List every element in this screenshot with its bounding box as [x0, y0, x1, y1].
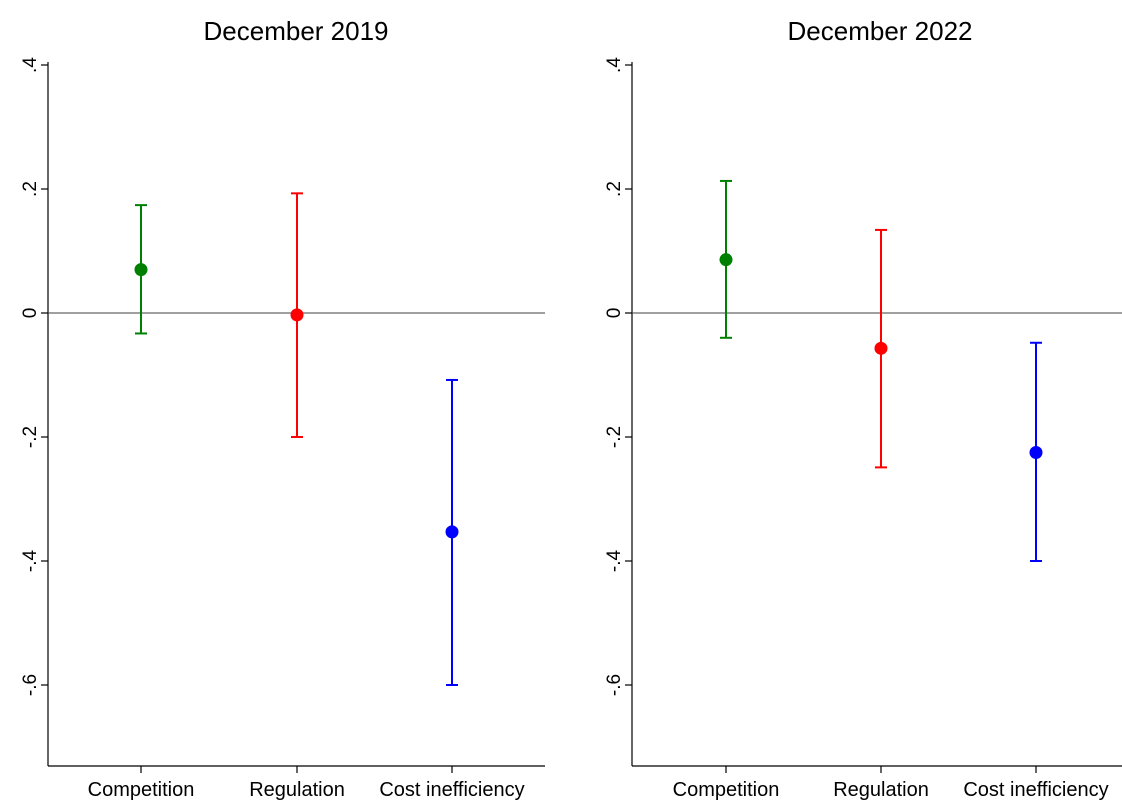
y-tick-label: -.4	[604, 549, 625, 572]
x-category-label: Cost inefficiency	[963, 779, 1108, 801]
y-ticks: .4 .2 0 -.2 -.4 -.6	[20, 57, 48, 696]
point-estimate	[445, 525, 459, 539]
y-tick-label: .2	[20, 181, 41, 197]
point-estimate	[719, 253, 733, 267]
point-estimate	[874, 341, 888, 355]
y-ticks: .4 .2 0 -.2 -.4 -.6	[604, 57, 632, 696]
x-category-label: Competition	[673, 779, 780, 801]
x-category-label: Cost inefficiency	[379, 779, 524, 801]
estimates	[719, 179, 1043, 562]
panel-title: December 2022	[788, 16, 973, 46]
point-estimate	[134, 263, 148, 277]
panel-title: December 2019	[204, 16, 389, 46]
y-tick-label: -.4	[20, 549, 41, 572]
point-estimate	[1029, 446, 1043, 459]
y-tick-label: .4	[604, 57, 625, 73]
y-tick-label: -.6	[20, 674, 41, 696]
x-category-label: Regulation	[833, 779, 929, 801]
y-tick-label: -.2	[20, 426, 41, 448]
x-categories: Competition Regulation Cost inefficiency	[673, 766, 1109, 801]
y-tick-label: 0	[20, 308, 41, 319]
x-category-label: Competition	[88, 779, 195, 801]
x-category-label: Regulation	[249, 779, 345, 801]
panel-december-2019: December 2019 .4 .2 0 -.2 -.4 -.6 Competition…	[20, 16, 545, 801]
panel-december-2022: December 2022 .4 .2 0 -.2 -.4 -.6 Competition…	[604, 16, 1122, 801]
estimates	[134, 192, 459, 686]
y-tick-label: 0	[604, 308, 625, 319]
y-tick-label: -.2	[604, 426, 625, 448]
point-estimate	[290, 308, 304, 322]
x-categories: Competition Regulation Cost inefficiency	[88, 766, 525, 801]
y-tick-label: .2	[604, 181, 625, 197]
y-tick-label: -.6	[604, 674, 625, 696]
y-tick-label: .4	[20, 57, 41, 73]
